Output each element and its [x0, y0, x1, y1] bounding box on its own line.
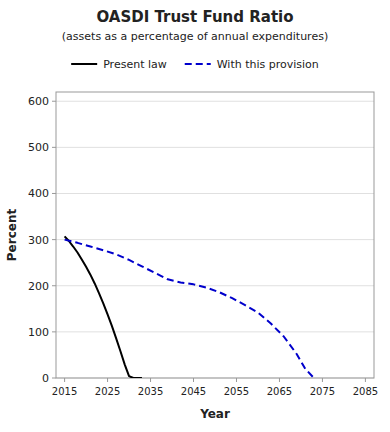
y-tick [52, 285, 56, 286]
y-tick [52, 193, 56, 194]
subtitle: (assets as a percentage of annual expend… [62, 30, 328, 43]
x-tick-label: 2055 [224, 386, 249, 397]
legend-label: With this provision [217, 58, 319, 71]
grid-line [56, 193, 374, 194]
lines [65, 236, 314, 378]
x-tick-label: 2085 [353, 386, 378, 397]
y-tick-label: 200 [28, 280, 49, 293]
y-tick [52, 147, 56, 148]
x-tick [150, 378, 151, 382]
grid-line [56, 101, 374, 102]
y-tick-label: 500 [28, 141, 49, 154]
legend-swatch [185, 63, 211, 65]
legend-swatch [71, 63, 97, 65]
legend-label: Present law [103, 58, 167, 71]
x-tick-label: 2065 [267, 386, 292, 397]
x-tick-label: 2015 [52, 386, 77, 397]
y-tick-label: 100 [28, 326, 49, 339]
series-line [65, 236, 142, 378]
x-tick [64, 378, 65, 382]
grid-line [56, 147, 374, 148]
y-tick-label: 300 [28, 234, 49, 247]
grid-line [56, 331, 374, 332]
grid-line [56, 239, 374, 240]
x-tick [236, 378, 237, 382]
x-tick [322, 378, 323, 382]
legend: Present law With this provision [71, 58, 319, 71]
y-tick [52, 239, 56, 240]
y-tick [52, 101, 56, 102]
series-line [65, 240, 314, 378]
y-tick-label: 400 [28, 187, 49, 200]
x-tick [365, 378, 366, 382]
x-axis: 2015 2025 2035 2045 2055 2065 2075 2085 [52, 378, 378, 397]
x-tick-label: 2045 [181, 386, 206, 397]
y-tick [52, 378, 56, 379]
x-tick-label: 2025 [95, 386, 120, 397]
y-tick [52, 331, 56, 332]
plot-frame [56, 92, 374, 378]
y-axis: 0 100 200 300 400 500 600 [28, 95, 56, 385]
grid-line [56, 285, 374, 286]
y-tick-label: 600 [28, 95, 49, 108]
x-tick [107, 378, 108, 382]
x-axis-label: Year [199, 407, 230, 421]
x-tick [193, 378, 194, 382]
grid [56, 101, 374, 378]
x-tick-label: 2075 [310, 386, 335, 397]
x-tick [279, 378, 280, 382]
x-tick-label: 2035 [138, 386, 163, 397]
chart: OASDI Trust Fund Ratio (assets as a perce… [0, 0, 390, 432]
y-tick-label: 0 [42, 372, 49, 385]
y-axis-label: Percent [5, 209, 19, 262]
title: OASDI Trust Fund Ratio [96, 8, 293, 26]
